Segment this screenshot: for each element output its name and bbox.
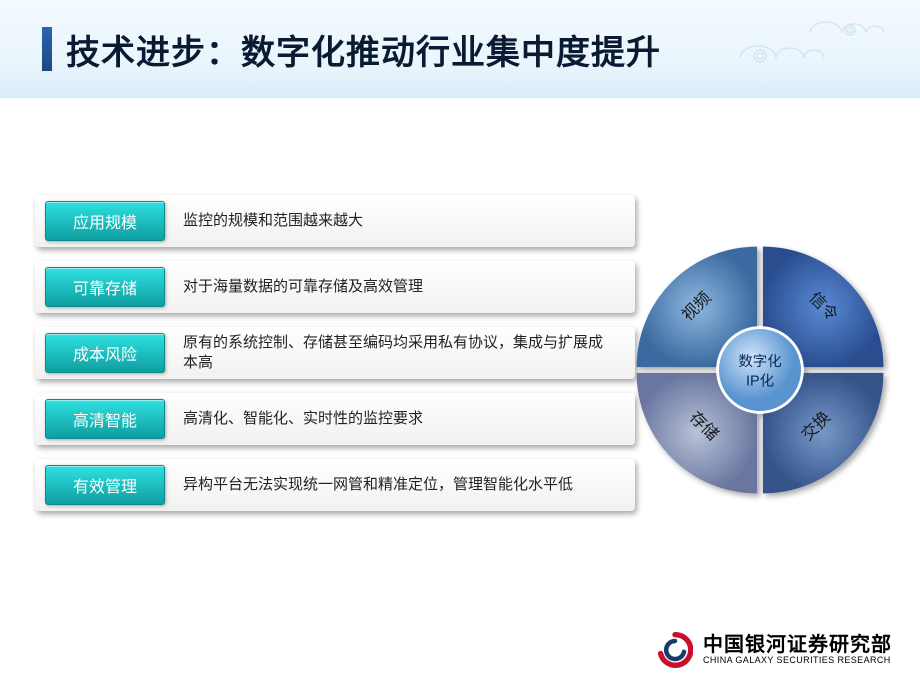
row-desc: 监控的规模和范围越来越大: [165, 195, 635, 247]
row-label: 高清智能: [45, 399, 165, 439]
logo-icon: [657, 632, 693, 668]
row-item: 有效管理 异构平台无法实现统一网管和精准定位，管理智能化水平低: [35, 459, 635, 511]
row-item: 可靠存储 对于海量数据的可靠存储及高效管理: [35, 261, 635, 313]
footer: 中国银河证券研究部 CHINA GALAXY SECURITIES RESEAR…: [657, 632, 892, 668]
row-label: 有效管理: [45, 465, 165, 505]
cloud-decoration: [720, 8, 900, 88]
footer-cn: 中国银河证券研究部: [703, 634, 892, 656]
row-label: 可靠存储: [45, 267, 165, 307]
wheel-diagram: 数字化 IP化 视频 信令 交换 存储: [625, 235, 895, 505]
row-desc: 原有的系统控制、存储甚至编码均采用私有协议，集成与扩展成本高: [165, 327, 635, 379]
footer-text: 中国银河证券研究部 CHINA GALAXY SECURITIES RESEAR…: [703, 634, 892, 666]
row-item: 成本风险 原有的系统控制、存储甚至编码均采用私有协议，集成与扩展成本高: [35, 327, 635, 379]
row-desc: 高清化、智能化、实时性的监控要求: [165, 393, 635, 445]
hub-label-2: IP化: [746, 372, 774, 389]
footer-en: CHINA GALAXY SECURITIES RESEARCH: [703, 656, 892, 666]
row-label: 成本风险: [45, 333, 165, 373]
title-accent-bar: [42, 27, 52, 71]
page-title: 技术进步：数字化推动行业集中度提升: [66, 25, 661, 74]
row-desc: 异构平台无法实现统一网管和精准定位，管理智能化水平低: [165, 459, 635, 511]
rows-container: 应用规模 监控的规模和范围越来越大 可靠存储 对于海量数据的可靠存储及高效管理 …: [35, 195, 635, 525]
row-label: 应用规模: [45, 201, 165, 241]
hub-label-1: 数字化: [738, 353, 781, 370]
row-item: 高清智能 高清化、智能化、实时性的监控要求: [35, 393, 635, 445]
row-desc: 对于海量数据的可靠存储及高效管理: [165, 261, 635, 313]
row-item: 应用规模 监控的规模和范围越来越大: [35, 195, 635, 247]
header-band: 技术进步：数字化推动行业集中度提升: [0, 0, 920, 98]
